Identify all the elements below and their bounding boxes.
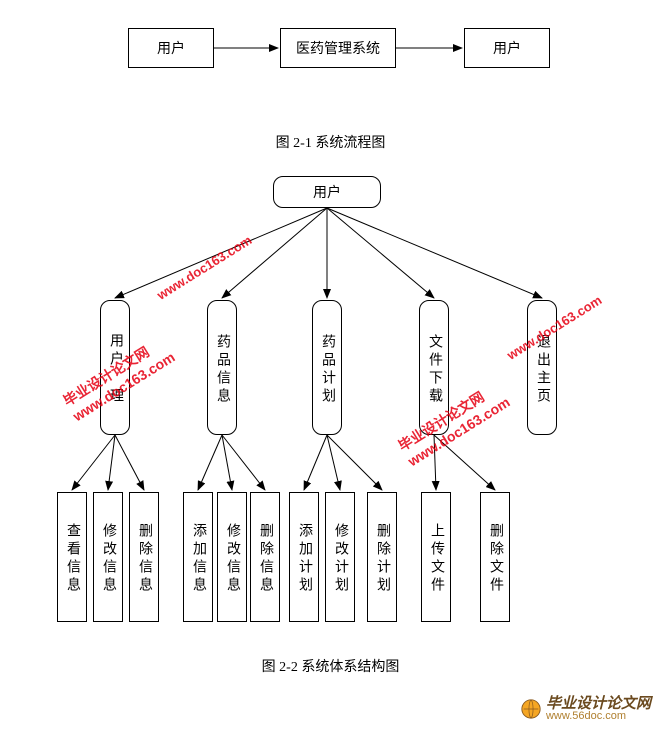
l2-edit-plan-label: 修改计划 xyxy=(330,523,350,595)
l1-exit-home: 退出主页 xyxy=(527,300,557,435)
l2-view-info-label: 查看信息 xyxy=(62,523,82,595)
l1-user-mgmt-label: 用户 理 xyxy=(105,333,125,406)
footer-globe-icon xyxy=(520,698,542,720)
l2-add-info: 添加信息 xyxy=(183,492,213,622)
l2-edit-plan: 修改计划 xyxy=(325,492,355,622)
l1-file-dl-label: 文件下载 xyxy=(424,334,444,406)
l2-upload-file: 上传文件 xyxy=(421,492,451,622)
flow-system: 医药管理系统 xyxy=(280,28,396,68)
l1-exit-home-label: 退出主页 xyxy=(532,334,552,406)
l2-del-file-label: 删除文件 xyxy=(485,523,505,595)
tree-caption: 图 2-2 系统体系结构图 xyxy=(0,656,661,676)
watermark-3: 毕业设计论文网 www.doc163.com xyxy=(394,377,512,470)
l1-drug-plan-label: 药品计划 xyxy=(317,334,337,406)
l2-view-info: 查看信息 xyxy=(57,492,87,622)
l1-drug-info-label: 药品信息 xyxy=(212,334,232,406)
l2-edit-info1: 修改信息 xyxy=(93,492,123,622)
footer-cn: 毕业设计论文网 xyxy=(546,696,651,711)
l2-del-info1-label: 删除信息 xyxy=(134,523,154,595)
l2-edit-info1-label: 修改信息 xyxy=(98,523,118,595)
footer-text: 毕业设计论文网 www.56doc.com xyxy=(546,696,651,722)
watermark-2: www.doc163.com xyxy=(154,232,254,302)
l2-del-file: 删除文件 xyxy=(480,492,510,622)
l2-add-info-label: 添加信息 xyxy=(188,523,208,595)
l2-del-plan: 删除计划 xyxy=(367,492,397,622)
footer-url: www.56doc.com xyxy=(546,711,651,722)
tree-root: 用户 xyxy=(273,176,381,208)
l1-drug-plan: 药品计划 xyxy=(312,300,342,435)
l2-edit-info2-label: 修改信息 xyxy=(222,523,242,595)
l1-user-mgmt: 用户 理 xyxy=(100,300,130,435)
l2-del-plan-label: 删除计划 xyxy=(372,523,392,595)
flow-user-right: 用户 xyxy=(464,28,550,68)
l1-file-dl: 文件下载 xyxy=(419,300,449,435)
footer-logo: 毕业设计论文网 www.56doc.com xyxy=(520,696,651,722)
l2-add-plan-label: 添加计划 xyxy=(294,523,314,595)
watermark-2-url: www.doc163.com xyxy=(154,232,254,302)
l2-add-plan: 添加计划 xyxy=(289,492,319,622)
l2-edit-info2: 修改信息 xyxy=(217,492,247,622)
l2-upload-file-label: 上传文件 xyxy=(426,523,446,595)
l2-del-info1: 删除信息 xyxy=(129,492,159,622)
flow-caption: 图 2-1 系统流程图 xyxy=(0,132,661,152)
l2-del-info2-label: 删除信息 xyxy=(255,523,275,595)
l1-drug-info: 药品信息 xyxy=(207,300,237,435)
flow-user-left: 用户 xyxy=(128,28,214,68)
l2-del-info2: 删除信息 xyxy=(250,492,280,622)
